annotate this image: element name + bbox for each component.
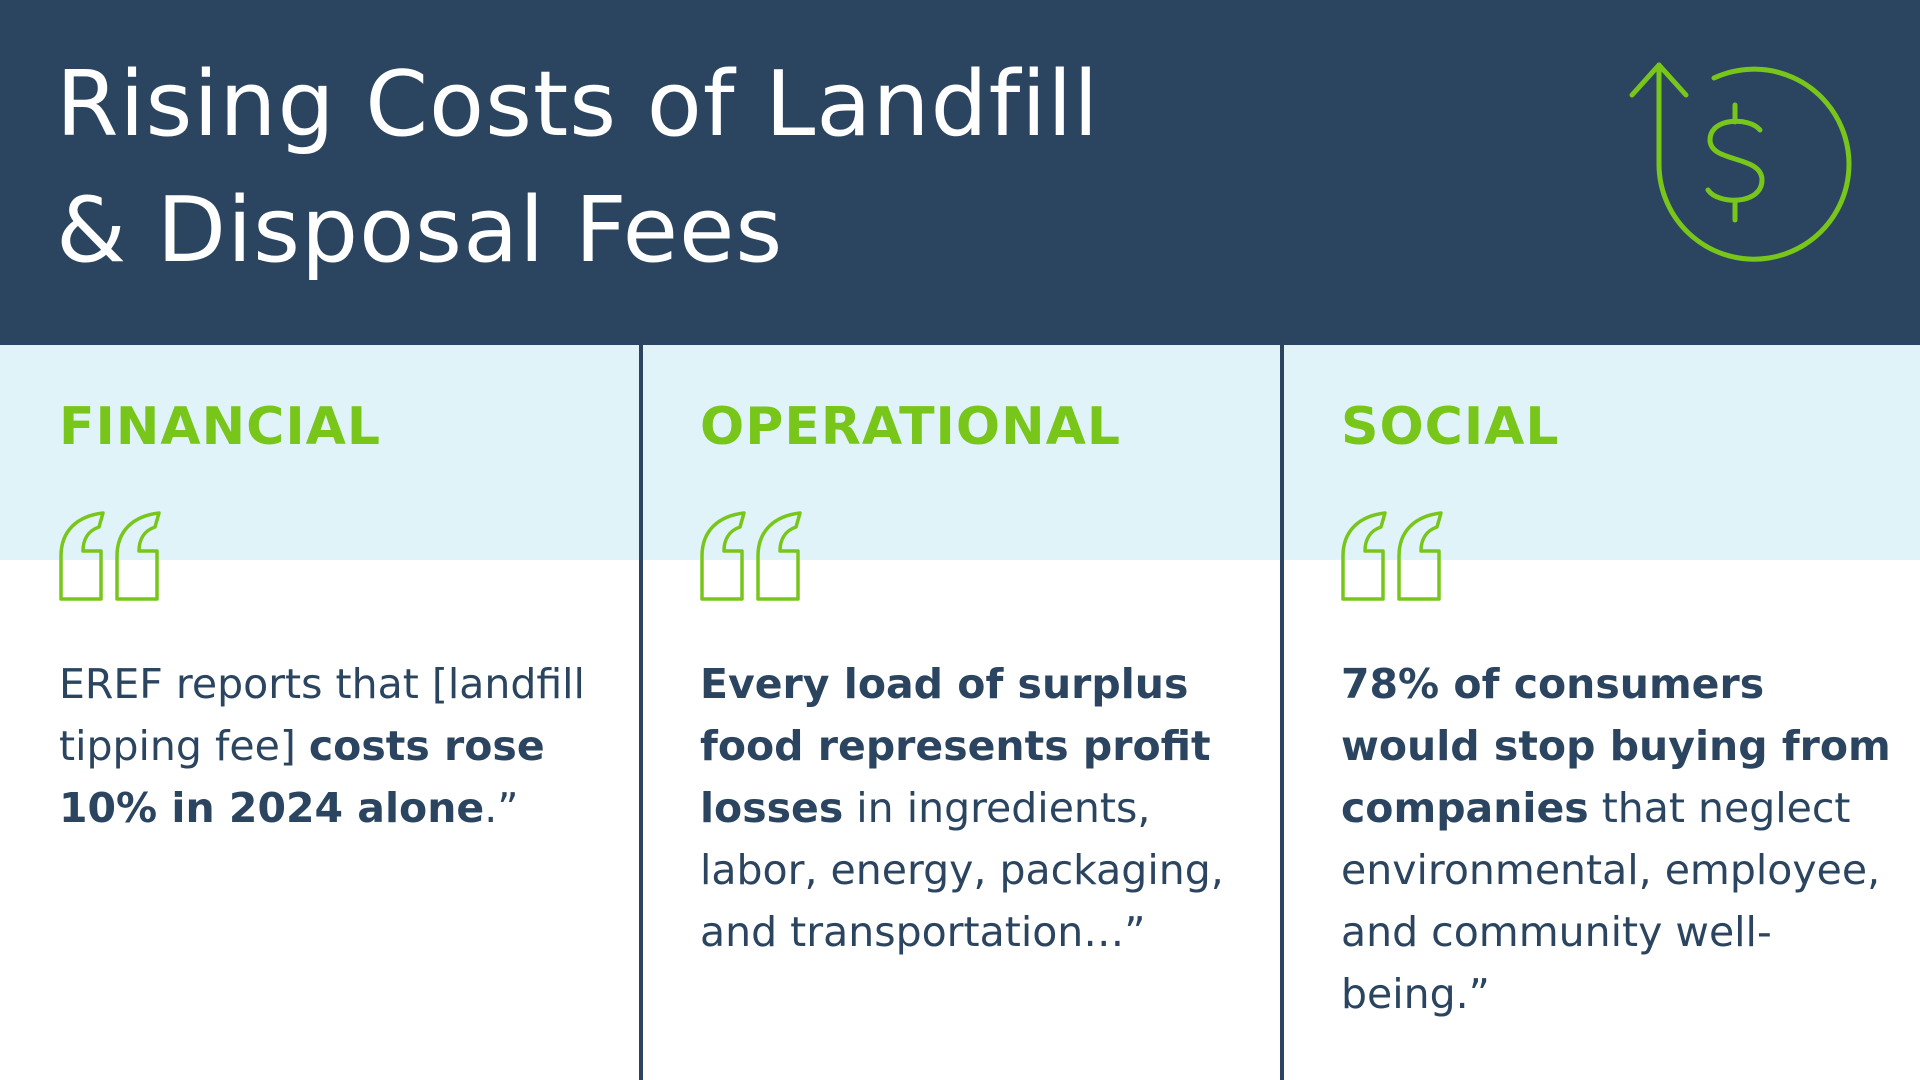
quote-text: Every load of surplus food represents pr…: [700, 653, 1260, 963]
cost-icon: [1629, 62, 1852, 262]
quote-bold: Every load of surplus food represents pr…: [700, 660, 1211, 832]
quote-icon: [59, 511, 163, 605]
quote-mark: [700, 511, 802, 601]
title-line: Rising Costs of Landfill: [56, 52, 1100, 157]
quote-mark: [1341, 511, 1443, 601]
header: Rising Costs of Landfill & Disposal Fees: [0, 0, 1920, 345]
quote-normal: EREF reports that [landfill tipping fee]: [59, 660, 585, 770]
heading-band: [0, 345, 1920, 560]
column-divider: [639, 345, 643, 1080]
column: SOCIAL 78% of consumers would stop buying…: [1282, 345, 1920, 1080]
column-heading: SOCIAL: [1341, 397, 1560, 457]
column-heading: FINANCIAL: [59, 397, 382, 457]
quote-icon: [700, 511, 804, 605]
quote-text: 78% of consumers would stop buying from …: [1341, 653, 1901, 1025]
quote-icon: [1341, 511, 1445, 605]
quote-normal: in ingredients, labor, energy, packaging…: [700, 784, 1224, 956]
quote-normal: .”: [484, 784, 519, 832]
column-divider: [1280, 345, 1284, 1080]
column: OPERATIONAL Every load of surplus food re…: [641, 345, 1281, 1080]
quote-text: EREF reports that [landfill tipping fee]…: [59, 653, 619, 839]
quote-normal: that neglect environmental, employee, an…: [1341, 784, 1881, 1018]
column-heading: OPERATIONAL: [700, 397, 1122, 457]
quote-bold: 78% of consumers would stop buying from …: [1341, 660, 1891, 832]
quote-bold: costs rose 10% in 2024 alone: [59, 722, 545, 832]
quote-mark: [59, 511, 161, 601]
title: Rising Costs of Landfill & Disposal Fees: [56, 42, 1099, 294]
title-line: & Disposal Fees: [56, 178, 784, 283]
column: FINANCIAL EREF reports that [landfill tip…: [0, 345, 640, 1080]
